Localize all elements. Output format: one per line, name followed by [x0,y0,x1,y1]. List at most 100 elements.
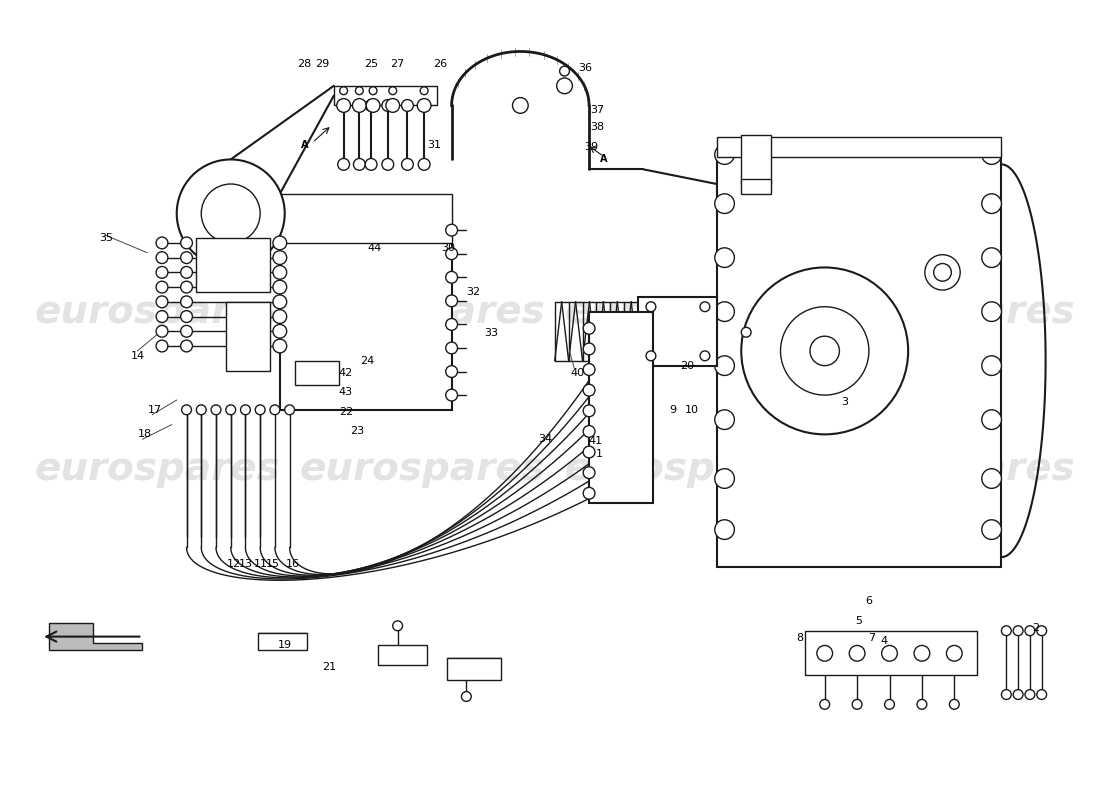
Bar [226,302,270,370]
Circle shape [461,691,471,702]
Circle shape [583,487,595,499]
Text: 6: 6 [866,596,872,606]
Circle shape [646,351,656,361]
Text: A: A [601,154,607,165]
Text: 17: 17 [148,405,162,415]
Circle shape [180,252,192,263]
Text: 43: 43 [339,387,353,397]
Text: eurospares: eurospares [829,293,1075,330]
Bar [717,137,1001,157]
Circle shape [583,364,595,375]
Circle shape [849,646,865,661]
Text: 27: 27 [390,59,405,70]
Circle shape [810,336,839,366]
Circle shape [255,405,265,414]
Text: 23: 23 [350,426,364,437]
Circle shape [156,282,168,293]
Text: 25: 25 [364,59,378,70]
Text: 28: 28 [297,59,311,70]
Circle shape [446,248,458,260]
Text: 24: 24 [360,356,374,366]
Polygon shape [50,623,142,650]
Circle shape [982,520,1001,539]
Text: eurospares: eurospares [299,450,544,488]
Text: A: A [300,140,308,150]
Circle shape [946,646,962,661]
Circle shape [882,646,898,661]
Text: 39: 39 [584,142,598,152]
Bar [805,630,977,675]
Circle shape [338,158,350,170]
Circle shape [285,405,295,414]
Circle shape [1025,690,1035,699]
Text: 14: 14 [131,351,144,361]
Bar [258,633,307,650]
Circle shape [353,99,365,111]
Text: 32: 32 [466,287,481,297]
Circle shape [934,263,952,282]
Circle shape [884,699,894,710]
Circle shape [817,646,833,661]
Circle shape [273,250,287,265]
Bar [638,297,717,366]
Circle shape [366,98,379,112]
Circle shape [201,184,261,243]
Bar [741,179,771,194]
Text: 1: 1 [595,449,603,459]
Text: eurospares: eurospares [829,450,1075,488]
Circle shape [917,699,927,710]
Bar [295,361,339,386]
Circle shape [925,254,960,290]
Circle shape [402,99,414,111]
Circle shape [583,426,595,438]
Circle shape [820,699,829,710]
Circle shape [180,282,192,293]
Circle shape [583,446,595,458]
Circle shape [270,405,279,414]
Text: 22: 22 [340,406,354,417]
Circle shape [180,310,192,322]
Circle shape [1013,626,1023,636]
Text: 12: 12 [227,559,241,569]
Circle shape [982,248,1001,267]
Circle shape [273,310,287,323]
Circle shape [338,99,350,111]
Text: 29: 29 [315,59,329,70]
Circle shape [446,318,458,330]
Text: 11: 11 [254,559,268,569]
Text: 36: 36 [579,63,592,73]
Bar [279,194,452,243]
Text: 35: 35 [99,233,113,243]
Circle shape [446,366,458,378]
Text: 2: 2 [1032,622,1040,633]
Circle shape [197,405,206,414]
Circle shape [715,410,735,430]
Text: 4: 4 [880,635,888,646]
Circle shape [1013,690,1023,699]
Text: eurospares: eurospares [564,293,810,330]
Circle shape [353,158,365,170]
Circle shape [382,99,394,111]
Circle shape [156,252,168,263]
Circle shape [446,342,458,354]
Circle shape [156,310,168,322]
Circle shape [715,248,735,267]
Circle shape [180,296,192,308]
Text: 20: 20 [680,361,694,370]
Circle shape [177,159,285,267]
Circle shape [182,405,191,414]
Circle shape [180,340,192,352]
Bar [378,646,427,665]
Bar [590,312,653,503]
Text: 44: 44 [367,243,382,253]
Circle shape [852,699,862,710]
Circle shape [982,302,1001,322]
Circle shape [513,98,528,114]
Circle shape [446,295,458,306]
Circle shape [402,158,414,170]
Circle shape [156,296,168,308]
Circle shape [1001,690,1011,699]
Circle shape [417,98,431,112]
Circle shape [337,98,351,112]
Text: 5: 5 [856,616,862,626]
